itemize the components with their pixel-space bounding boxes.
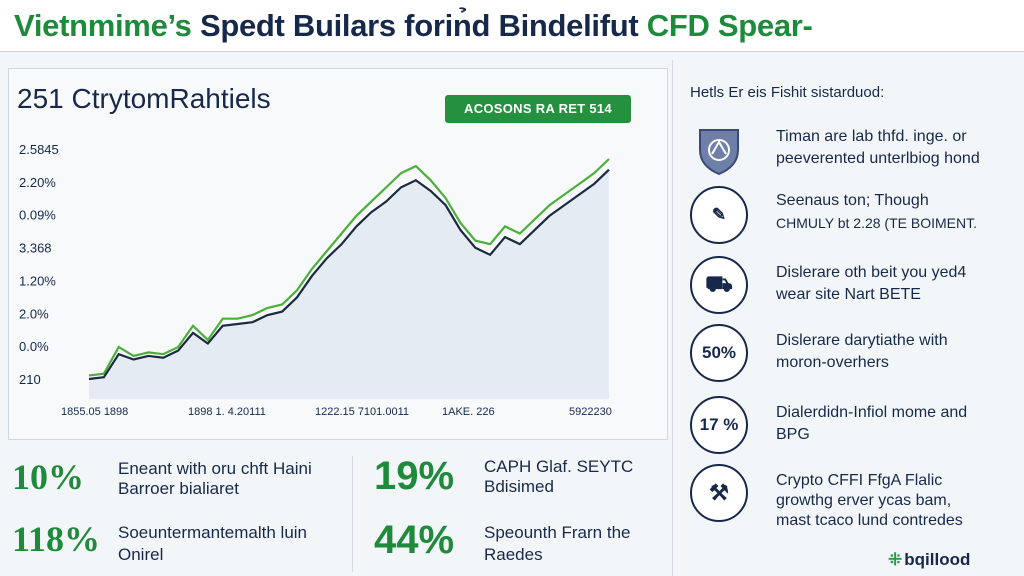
- y-tick-label: 2.20%: [19, 175, 56, 190]
- sidebar-item: ✎ Seenaus ton; Though CHMULY bt 2.28 (TE…: [690, 186, 1020, 250]
- y-tick-label: 2.5845: [19, 142, 59, 157]
- logo-text: bqillood: [904, 550, 971, 569]
- stat-text-line: Raedes: [484, 545, 543, 564]
- info-sidebar: Hetls Er eis Fishit sistarduod: Timan ar…: [676, 60, 1024, 576]
- sidebar-item-line: Crypto CFFI FfgA Flalic: [776, 472, 943, 489]
- y-tick-label: 0.0%: [19, 339, 49, 354]
- sidebar-item: Timan are lab thfd. inge. or peeverented…: [690, 122, 1020, 186]
- title-part-1: Vietnmime’s: [14, 8, 192, 43]
- sidebar-item-line: mast tcaco lund contredes: [776, 512, 963, 529]
- sidebar-item-line: Timan are lab thfd. inge. or: [776, 128, 967, 145]
- stat-text-line: Eneant with oru chft Haini: [118, 459, 312, 478]
- stat-text-line: Bdisimed: [484, 477, 554, 496]
- sidebar-item-line: Dislerare darytiathe with: [776, 332, 948, 349]
- vertical-divider: [672, 60, 673, 576]
- title-part-3: CFD Spear-: [646, 8, 813, 43]
- sidebar-item-line: CHMULY bt 2.28 (TE BOIMENT.: [776, 215, 977, 231]
- page-title: Vietnmime’s Spedt Builars forin̉d Bindel…: [14, 8, 813, 44]
- series-line: [88, 168, 610, 381]
- title-part-2: Spedt Builars forin̉d Bindelifut: [199, 8, 639, 43]
- sidebar-title: Hetls Er eis Fishit sistarduod:: [690, 84, 885, 101]
- stat-value: 10%: [12, 457, 84, 497]
- y-tick-label: 0.09%: [19, 208, 56, 223]
- handshake-icon: ⚒: [690, 464, 748, 522]
- brand-logo: ⁜ bqillood: [888, 550, 970, 570]
- stat-text-line: Soeuntermantemalth luin: [118, 523, 308, 542]
- chart-panel: 251 CtrytomRahtiels ACOSONS RA RET 514 2…: [8, 68, 668, 440]
- page-header: Vietnmime’s Spedt Builars forin̉d Bindel…: [0, 0, 1024, 52]
- x-tick-label: 1AKE. 226: [442, 406, 495, 418]
- stat-value: 19%: [374, 454, 455, 498]
- sidebar-item-line: peeverented unterlbiog hond: [776, 150, 980, 167]
- stat-text-line: Onirel: [118, 545, 164, 564]
- sidebar-item: ⚒ Crypto CFFI FfgA Flalic growthg erver …: [690, 464, 1020, 529]
- stat-text-line: CAPH Glaf. SEYTC: [484, 457, 634, 476]
- series-line: [88, 158, 610, 377]
- y-tick-label: 210: [19, 372, 41, 387]
- stat-value: 118%: [12, 519, 101, 559]
- line-chart: 2.5845 2.20% 0.09% 3.368 1.20% 2.0% 0.0% 210 185…: [19, 142, 612, 418]
- percent-badge-icon: 50%: [690, 324, 748, 382]
- sidebar-item: 17 % Dialerdidn-Infiol mome and BPG: [690, 396, 1020, 460]
- sidebar-item-line: moron-overhers: [776, 354, 889, 371]
- x-tick-label: 1898 1. 4.20111: [188, 406, 266, 418]
- chart-title: 251 CtrytomRahtiels: [17, 83, 271, 114]
- sidebar-item-line: Seenaus ton; Though: [776, 192, 929, 209]
- sidebar-item-line: Dialerdidn-Infiol mome and: [776, 404, 968, 421]
- market-badge: ACOSONS RA RET 514: [445, 95, 631, 123]
- x-tick-label: 1855.05 1898: [61, 406, 128, 418]
- shield-icon: [690, 122, 748, 180]
- truck-icon: ⛟: [690, 256, 748, 314]
- y-tick-label: 3.368: [19, 241, 52, 256]
- y-tick-label: 1.20%: [19, 273, 56, 288]
- area-fill: [89, 169, 609, 399]
- sidebar-item-line: BPG: [776, 426, 810, 443]
- x-tick-label: 5922230: [569, 406, 612, 418]
- x-tick-label: 1222.15 7101.0011: [315, 406, 409, 418]
- sidebar-item: 50% Dislerare darytiathe with moron-over…: [690, 324, 1020, 388]
- sidebar-item-line: growthg erver ycas bam,: [776, 492, 952, 509]
- sidebar-item: ⛟ Dislerare oth beit you yed4 wear site …: [690, 256, 1020, 320]
- chart-pencil-icon: ✎: [690, 186, 748, 244]
- y-tick-label: 2.0%: [19, 306, 49, 321]
- stat-text-line: Speounth Frarn the: [484, 523, 631, 542]
- sidebar-item-line: Dislerare oth beit you yed4: [776, 264, 967, 281]
- stats-separator: [352, 456, 353, 572]
- stat-value: 44%: [374, 518, 455, 562]
- percent-badge-icon: 17 %: [690, 396, 748, 454]
- stat-text-line: Barroer bialiaret: [118, 479, 239, 498]
- stats-grid: 10% Eneant with oru chft Haini Barroer b…: [8, 448, 668, 576]
- sidebar-item-line: wear site Nart BETE: [776, 286, 921, 303]
- logo-mark-icon: ⁜: [888, 550, 903, 569]
